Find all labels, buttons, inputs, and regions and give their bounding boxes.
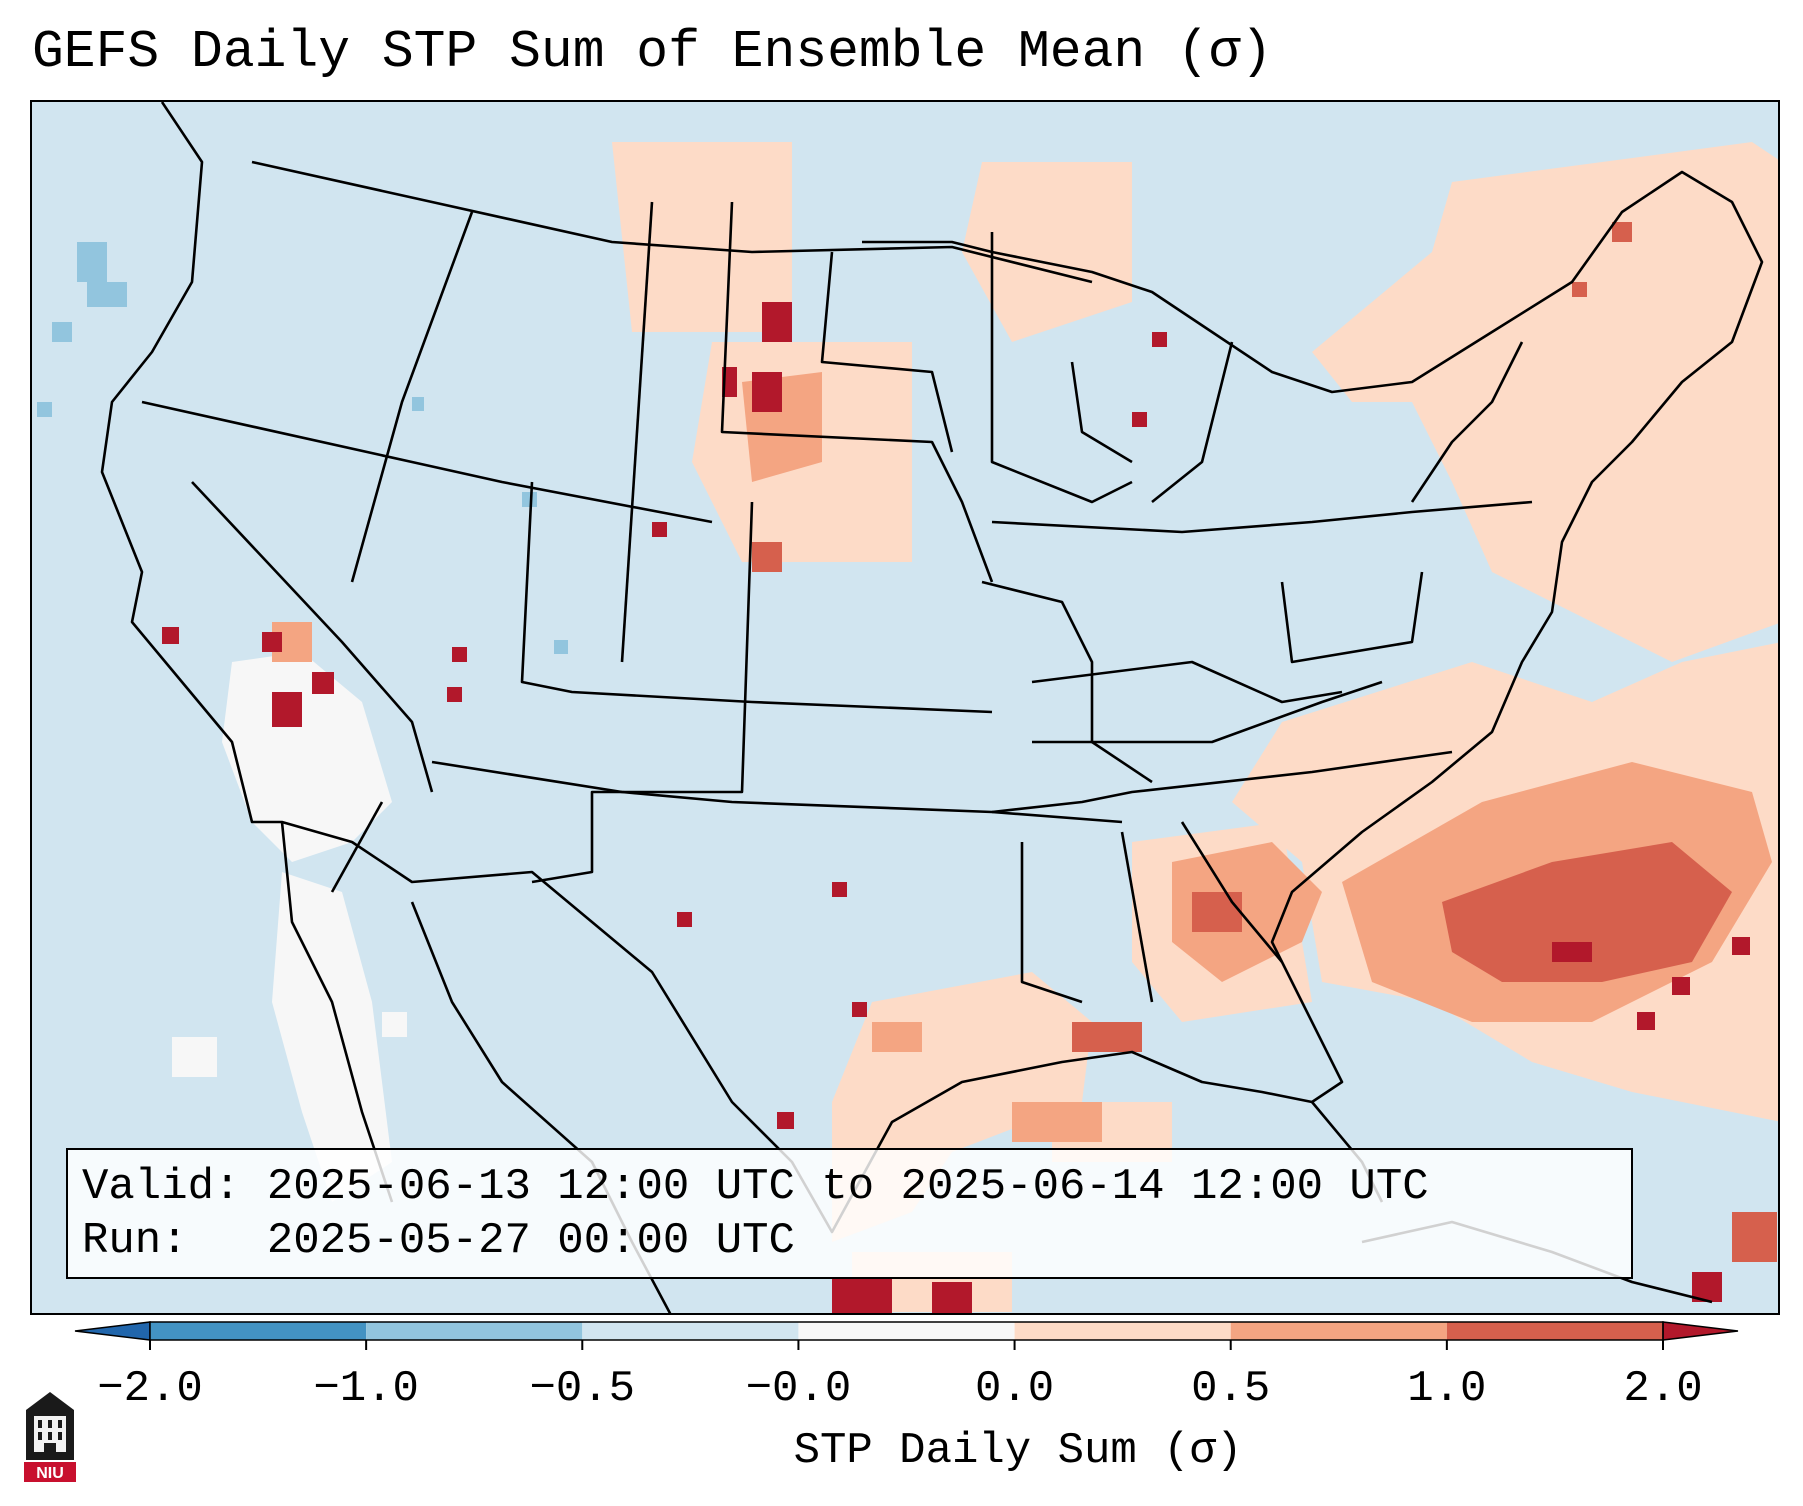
valid-value: 2025-06-13 12:00 UTC to 2025-06-14 12:00… — [266, 1162, 1429, 1212]
colorbar-tick-label: 2.0 — [1623, 1364, 1703, 1414]
colorbar-bin — [1014, 1322, 1231, 1340]
colorbar-bin — [582, 1322, 799, 1340]
run-row: Run: 2025-05-27 00:00 UTC — [82, 1214, 1631, 1268]
colorbar-extension-high — [1662, 1321, 1739, 1341]
run-label: Run: — [82, 1216, 188, 1266]
colorbar-tick-label: −0.0 — [745, 1364, 852, 1414]
colorbar-bin — [1230, 1322, 1447, 1340]
colorbar-bin — [366, 1322, 583, 1340]
chart-title: GEFS Daily STP Sum of Ensemble Mean (σ) — [32, 22, 1273, 82]
valid-label: Valid: — [82, 1162, 241, 1212]
colorbar-tick-label: −2.0 — [97, 1364, 203, 1414]
colorbar-extension-low — [74, 1321, 151, 1341]
run-value: 2025-05-27 00:00 UTC — [266, 1216, 795, 1266]
colorbar — [74, 1321, 1739, 1350]
colorbar-bin — [1446, 1322, 1663, 1340]
colorbar-tick-label: 0.5 — [1191, 1364, 1271, 1414]
colorbar-bin — [150, 1322, 367, 1340]
logo-banner — [24, 1462, 76, 1482]
extreme-positive-areas — [162, 302, 1750, 1313]
logo-text: NIU — [36, 1465, 64, 1482]
niu-logo: NIU — [24, 1392, 76, 1482]
colorbar-tick-label: −1.0 — [313, 1364, 419, 1414]
colorbar-tick-label: 1.0 — [1407, 1364, 1487, 1414]
colorbar-tick-label: 0.0 — [974, 1364, 1055, 1414]
near-zero-areas — [172, 652, 407, 1202]
colorbar-bin — [798, 1322, 1015, 1340]
colorbar-outline — [149, 1321, 1664, 1341]
colorbar-tick-label: −0.5 — [529, 1364, 636, 1414]
map-canvas — [32, 102, 1778, 1313]
colorbar-label: STP Daily Sum (σ) — [793, 1426, 1243, 1476]
info-box: Valid: 2025-06-13 12:00 UTC to 2025-06-1… — [66, 1148, 1633, 1279]
strong-positive-areas — [752, 222, 1777, 1262]
valid-row: Valid: 2025-06-13 12:00 UTC to 2025-06-1… — [82, 1160, 1631, 1214]
negative-areas — [37, 242, 568, 654]
map-panel: Valid: 2025-06-13 12:00 UTC to 2025-06-1… — [30, 100, 1780, 1315]
